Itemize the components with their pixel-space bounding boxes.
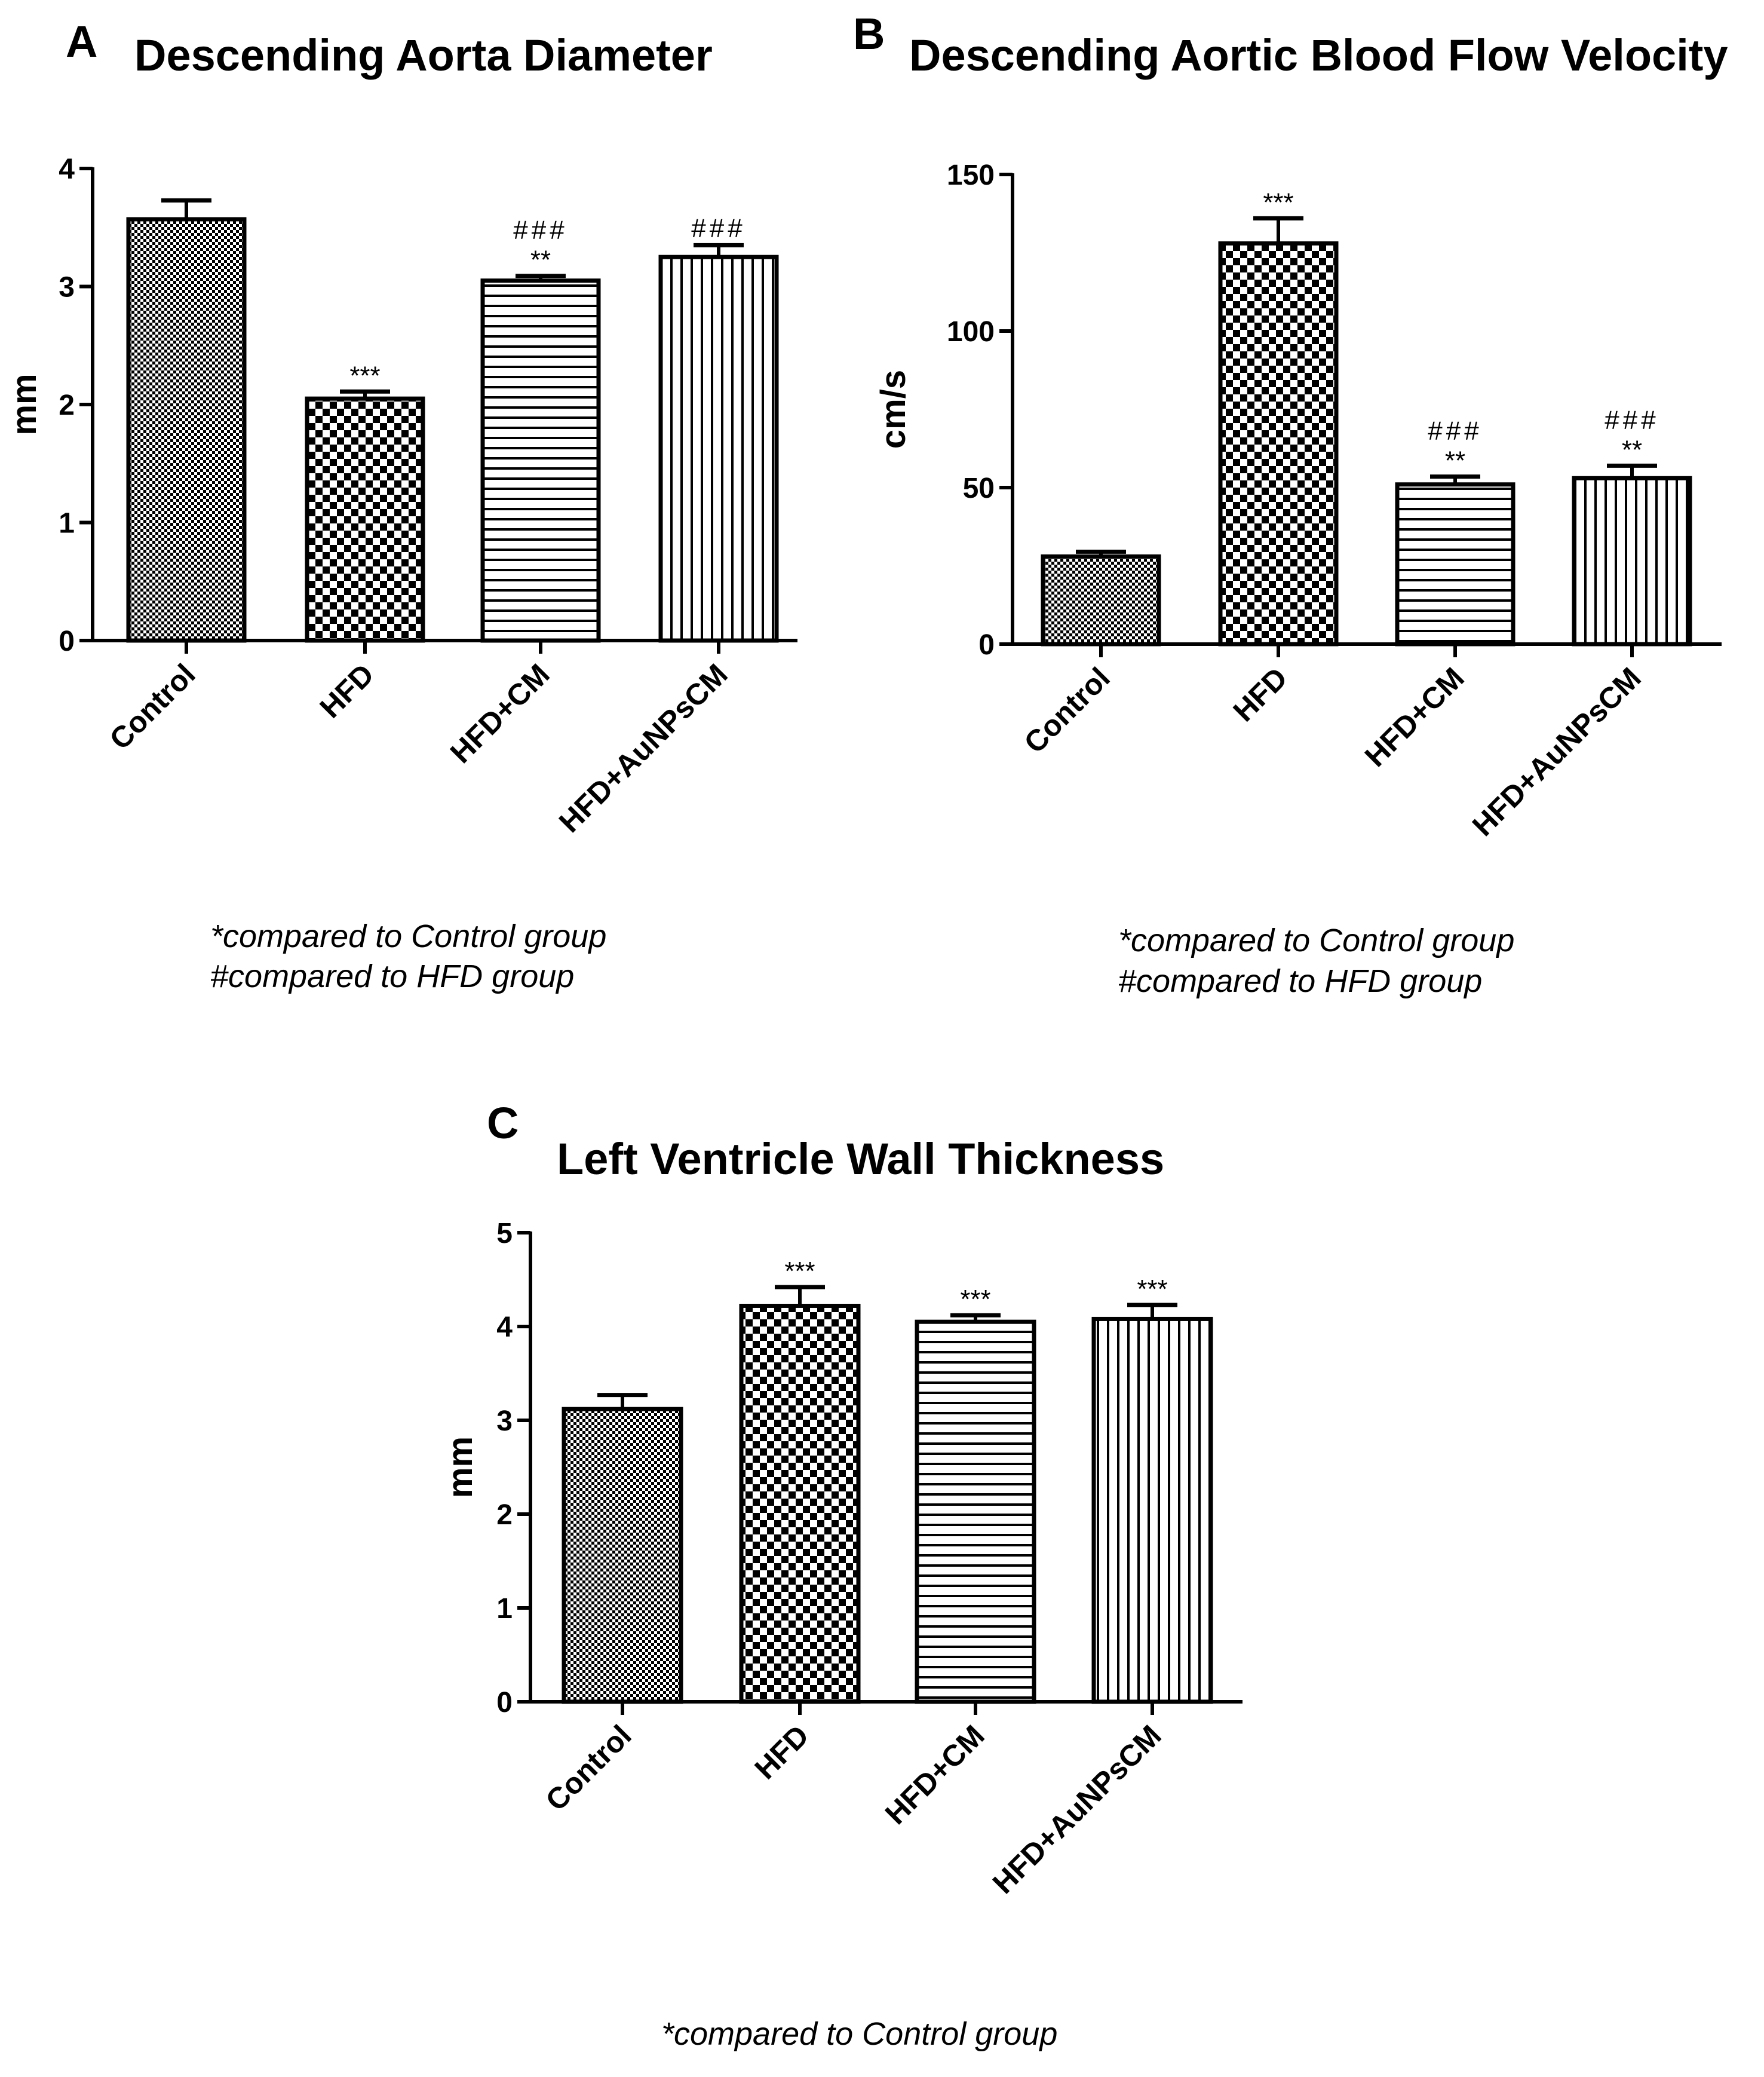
y-tick-label: 4 xyxy=(496,1312,513,1343)
significance-star: *** xyxy=(1263,188,1293,217)
significance-hash: ### xyxy=(1605,405,1659,434)
significance-star: ** xyxy=(530,246,551,275)
footnote: *compared to Control group xyxy=(1118,923,1514,958)
y-tick-label: 4 xyxy=(59,154,75,185)
bar-hfd-cm xyxy=(480,278,601,643)
y-tick-label: 3 xyxy=(496,1405,513,1437)
bar-hfd-cm xyxy=(1395,482,1515,647)
bar-hfd xyxy=(1218,241,1339,647)
y-axis-label: cm/s xyxy=(874,370,913,449)
bar-hfd-aunpscm xyxy=(658,255,779,643)
chart-title: Left Ventricle Wall Thickness xyxy=(557,1134,1164,1184)
bar-control xyxy=(562,1407,683,1704)
bar-control xyxy=(126,217,247,643)
significance-hash: ### xyxy=(691,213,746,243)
y-tick-label: 0 xyxy=(59,626,75,657)
bar-hfd-cm xyxy=(915,1319,1036,1704)
x-tick-label: HFD xyxy=(1227,661,1294,728)
footnote: #compared to HFD group xyxy=(210,958,574,994)
significance-star: ** xyxy=(1445,446,1465,476)
bar-control xyxy=(1041,554,1161,647)
y-tick-label: 0 xyxy=(496,1687,513,1718)
significance-star: *** xyxy=(784,1257,815,1286)
y-tick-label: 100 xyxy=(947,316,995,348)
y-tick-label: 3 xyxy=(59,272,75,304)
panel-letter: B xyxy=(853,9,885,59)
x-tick-label: HFD+CM xyxy=(444,657,556,770)
x-tick-label: HFD+CM xyxy=(1358,661,1471,773)
bar-hfd xyxy=(305,396,425,643)
chart-title: Descending Aorta Diameter xyxy=(134,30,713,80)
x-tick-label: HFD+AuNPsCM xyxy=(553,657,734,839)
significance-hash: ### xyxy=(1428,416,1482,446)
panel-letter: A xyxy=(66,17,97,66)
significance-hash: ### xyxy=(513,216,567,245)
y-tick-label: 2 xyxy=(59,390,75,421)
y-tick-label: 1 xyxy=(59,508,75,540)
x-tick-label: HFD xyxy=(314,657,381,724)
y-tick-label: 50 xyxy=(963,473,995,504)
significance-star: *** xyxy=(1137,1275,1167,1304)
x-tick-label: HFD+CM xyxy=(879,1718,991,1831)
chart-panel-a: A Descending Aorta Diameter 0 1 2 3 4 mm Control… xyxy=(5,17,797,994)
y-axis-label: mm xyxy=(5,373,44,435)
y-tick-label: 150 xyxy=(947,160,995,191)
footnote: *compared to Control group xyxy=(210,918,606,954)
y-axis-label: mm xyxy=(441,1436,480,1498)
bar-hfd xyxy=(739,1303,861,1704)
significance-star: *** xyxy=(960,1285,990,1314)
significance-star: ** xyxy=(1622,435,1642,464)
x-tick-label: Control xyxy=(103,657,202,756)
x-tick-label: HFD xyxy=(748,1718,815,1785)
bar-hfd-aunpscm xyxy=(1091,1316,1213,1704)
chart-panel-b: B Descending Aortic Blood Flow Velocity 0 5… xyxy=(853,9,1728,999)
y-tick-label: 0 xyxy=(978,629,995,661)
chart-panel-c: C Left Ventricle Wall Thickness 0 1 2 3 4 5 mm Co… xyxy=(441,1098,1243,2052)
footnote: #compared to HFD group xyxy=(1118,963,1482,999)
panel-letter: C xyxy=(487,1098,519,1148)
chart-title: Descending Aortic Blood Flow Velocity xyxy=(909,30,1728,80)
x-tick-label: HFD+AuNPsCM xyxy=(986,1718,1168,1900)
significance-star: *** xyxy=(349,361,380,390)
x-tick-label: Control xyxy=(539,1718,638,1817)
x-tick-label: Control xyxy=(1018,661,1116,759)
y-tick-label: 5 xyxy=(496,1218,513,1249)
y-tick-label: 2 xyxy=(496,1499,513,1531)
y-tick-label: 1 xyxy=(496,1593,513,1625)
x-tick-label: HFD+AuNPsCM xyxy=(1466,661,1648,843)
footnote: *compared to Control group xyxy=(661,2016,1057,2052)
bar-hfd-aunpscm xyxy=(1572,476,1692,647)
